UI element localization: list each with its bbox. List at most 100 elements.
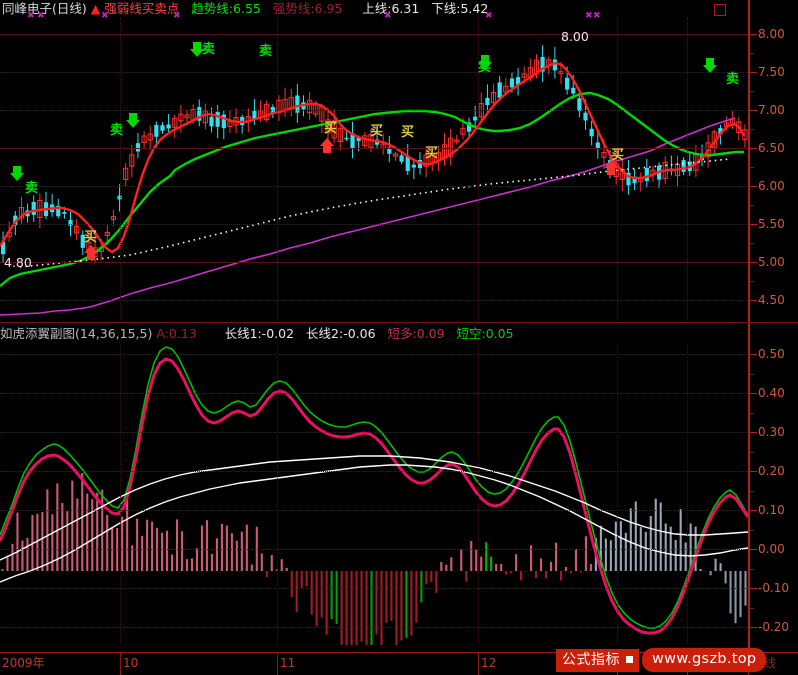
gridline — [0, 224, 748, 225]
cross-mark-icon: ✖ — [173, 11, 181, 21]
gridline-v — [478, 345, 479, 645]
indicator-white-line-1 — [0, 455, 748, 561]
gridline-v — [687, 18, 688, 322]
date-label: 10 — [123, 656, 139, 670]
cross-mark-icon: ✖ — [593, 11, 601, 21]
gridline — [0, 354, 748, 355]
date-tick — [120, 653, 121, 675]
buy-arrow-icon — [320, 138, 334, 153]
date-tick — [478, 653, 479, 675]
y-axis-label: 0.30 — [758, 425, 785, 439]
sell-marker-label: 卖 — [110, 123, 124, 138]
lower-band-dotted-line — [19, 158, 731, 268]
low-price-annotation: 4.80 — [4, 255, 32, 270]
instrument-title: 同峰电子(日线) — [2, 1, 87, 16]
y-axis-label: 5.00 — [758, 255, 785, 269]
watermark-group[interactable]: 公式指标 www.gszb.top — [556, 648, 767, 672]
y-axis-label: 0.00 — [758, 542, 785, 556]
long1-label: 长线1 — [224, 326, 258, 341]
date-label: 12 — [481, 656, 497, 670]
indicator-y-axis: 0.50 0.40 0.30 0.20 0.10 0.00 -0.10 -0.2… — [748, 323, 798, 653]
gridline-v — [687, 345, 688, 645]
y-axis-label: 6.50 — [758, 141, 785, 155]
cross-mark-icon: ✖ — [37, 11, 45, 21]
gridline — [0, 471, 748, 472]
short-long-value: 0.09 — [416, 326, 445, 341]
short-long-label: 短多 — [387, 326, 413, 341]
up-arrow-icon: ▲ — [90, 1, 101, 16]
y-axis-label: 0.10 — [758, 503, 785, 517]
website-url-pill[interactable]: www.gszb.top — [642, 648, 767, 672]
sell-marker-label: 卖 — [25, 181, 39, 196]
price-y-axis: 8.00 7.50 7.00 6.50 6.00 5.50 5.00 4.50 — [748, 0, 798, 322]
price-panel-header: 同峰电子(日线) ▲ 强弱线买卖点 趋势线:6.55 强势线:6.95 上线:6… — [2, 1, 489, 16]
strong-line-value: 6.95 — [314, 1, 343, 16]
formula-indicator-badge[interactable]: 公式指标 — [556, 648, 639, 672]
indicator-series — [0, 346, 748, 645]
y-axis-label: 0.40 — [758, 386, 785, 400]
gridline-v — [120, 18, 121, 322]
cross-mark-icon: ✖ — [485, 11, 493, 21]
buy-marker-label: 买 — [425, 146, 439, 161]
sell-marker-label: 卖 — [726, 72, 740, 87]
gridline — [0, 110, 748, 111]
gridline — [0, 262, 748, 263]
buy-marker-label: 买 — [324, 121, 338, 136]
trend-line-value: 6.55 — [233, 1, 261, 16]
indicator-a-value: 0.13 — [168, 326, 197, 341]
date-tick — [277, 653, 278, 675]
gridline — [0, 186, 748, 187]
indicator-pink-line — [0, 357, 748, 635]
ma-fast-line — [0, 61, 746, 254]
indicator-name-label: 如虎添翼副图(14,36,15,5) — [0, 326, 153, 341]
square-dot-icon — [626, 656, 633, 663]
price-plot-area[interactable]: 8.00 4.80 卖 卖 卖 卖 卖 卖 买 买 买 买 买 买 — [0, 18, 748, 322]
formula-indicator-label: 公式指标 — [562, 651, 620, 668]
indicator-panel-header: 如虎添翼副图(14,36,15,5) A:0.13 长线1:-0.02 长线2:… — [0, 326, 514, 341]
cross-mark-icon: ✖ — [585, 11, 593, 21]
gridline — [0, 148, 748, 149]
sell-arrow-icon — [703, 58, 717, 73]
trend-line-label: 趋势线 — [191, 1, 229, 16]
gridline — [0, 510, 748, 511]
gridline — [0, 393, 748, 394]
y-axis-label: 6.00 — [758, 179, 785, 193]
cross-mark-icon: ✖ — [27, 11, 35, 21]
gridline-v — [120, 345, 121, 645]
panel-close-box-icon[interactable] — [714, 4, 726, 16]
sell-marker-label: 卖 — [259, 44, 273, 59]
cross-mark-icon: ✖ — [384, 11, 392, 21]
y-axis-label: 7.00 — [758, 103, 785, 117]
indicator-plot-area[interactable] — [0, 345, 748, 645]
strong-line-label: 强势线 — [272, 1, 311, 16]
long1-value: -0.02 — [261, 326, 295, 341]
y-axis-label: 4.50 — [758, 293, 785, 307]
buy-marker-label: 买 — [401, 125, 415, 140]
y-axis-label: 5.50 — [758, 217, 785, 231]
gridline-v — [617, 18, 618, 322]
indicator-a-label: A — [156, 326, 165, 341]
signal-name-label: 强弱线买卖点 — [104, 1, 180, 16]
buy-marker-label: 买 — [370, 124, 384, 139]
lower-line-label: 下线 — [431, 1, 457, 16]
gridline — [0, 549, 748, 550]
sell-arrow-icon — [10, 166, 24, 181]
sell-arrow-icon — [190, 42, 204, 57]
upper-line-value: 6.31 — [391, 1, 420, 16]
y-axis-label: 8.00 — [758, 27, 785, 41]
buy-marker-label: 买 — [611, 148, 625, 163]
gridline — [0, 588, 748, 589]
sell-arrow-icon — [126, 113, 140, 128]
date-label: 11 — [280, 656, 296, 670]
indicator-panel: 如虎添翼副图(14,36,15,5) A:0.13 长线1:-0.02 长线2:… — [0, 322, 798, 653]
high-price-annotation: 8.00 — [561, 29, 589, 44]
gridline — [0, 34, 748, 35]
lower-line-value: 5.42 — [460, 1, 489, 16]
gridline — [0, 627, 748, 628]
indicator-white-line-2 — [0, 464, 748, 583]
short-short-label: 短空 — [456, 326, 482, 341]
gridline-v — [277, 18, 278, 322]
y-axis-label: 0.50 — [758, 347, 785, 361]
sell-arrow-icon — [478, 55, 492, 70]
